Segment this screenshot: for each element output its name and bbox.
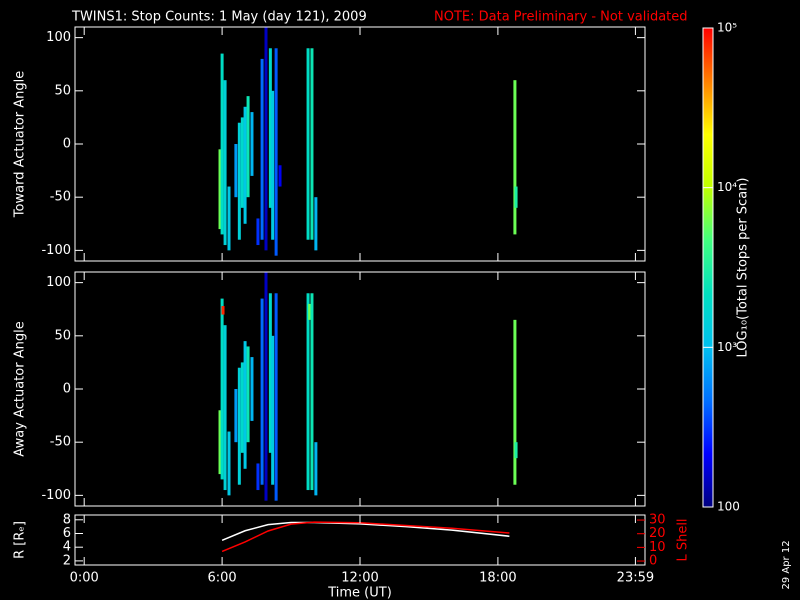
spectrogram-column	[237, 367, 241, 485]
y2-axis-label: L Shell	[676, 518, 691, 561]
y-axis-label: Toward Actuator Angle	[13, 71, 28, 218]
spectrogram-column	[256, 463, 260, 491]
spectrogram-column	[223, 80, 227, 246]
spectrogram-column	[218, 410, 222, 475]
spectrogram-column	[220, 298, 224, 480]
spectrogram-column	[314, 197, 318, 251]
spectrogram-column	[306, 48, 310, 240]
spectrogram-column	[268, 48, 272, 208]
spectrogram-column	[243, 341, 247, 469]
spectrogram-column	[221, 306, 225, 315]
y-tick-label: 100	[46, 30, 71, 45]
spectrogram-column	[271, 335, 275, 485]
date-stamp: 29 Apr 12	[781, 540, 792, 589]
x-tick-label: 23:59	[617, 571, 654, 586]
spectrogram-column	[513, 319, 517, 485]
spectrogram-column	[223, 325, 227, 491]
spectrogram-column	[240, 362, 244, 453]
y-axis-label: R [Rₑ]	[13, 521, 28, 559]
spectrogram-column	[514, 442, 518, 459]
colorbar-tick-label: 10⁵	[717, 21, 737, 35]
y-tick-label: 100	[46, 275, 71, 290]
y-tick-label: -50	[50, 190, 71, 205]
spectrogram-column	[237, 122, 241, 240]
colorbar-tick-label: 10⁴	[717, 180, 737, 194]
y-tick-label: -50	[50, 435, 71, 450]
spectrogram-column	[513, 80, 517, 235]
spectrogram-column	[250, 112, 254, 176]
spectrogram-column	[274, 293, 278, 501]
spectrogram-column	[514, 186, 518, 208]
spectrogram-column	[264, 272, 268, 501]
spectrogram-column	[271, 90, 275, 240]
colorbar-label: LOG₁₀(Total Stops per Scan)	[736, 178, 751, 358]
spectrogram-column	[260, 58, 264, 240]
data-line	[221, 521, 510, 553]
spectrogram-column	[218, 149, 222, 230]
y2-tick-label: 0	[649, 554, 657, 569]
spectrogram-column	[227, 186, 231, 251]
plot-frame	[74, 271, 646, 507]
x-tick-label: 18:00	[479, 571, 516, 586]
spectrogram-column	[234, 389, 238, 443]
y2-tick-label: 20	[649, 526, 666, 541]
spectrogram-column	[274, 48, 278, 256]
spectrogram-column	[246, 346, 250, 443]
y-tick-label: 50	[54, 328, 71, 343]
spectrogram-column	[220, 53, 224, 235]
spectrogram-column	[268, 293, 272, 453]
y-tick-label: 50	[54, 83, 71, 98]
y-tick-label: 4	[63, 540, 71, 555]
y-tick-label: -100	[41, 488, 71, 503]
spectrogram-column	[234, 144, 238, 198]
y-axis-label: Away Actuator Angle	[13, 321, 28, 456]
spectrogram-column	[278, 165, 282, 187]
spectrogram-column	[308, 303, 312, 320]
spectrogram-column	[246, 96, 250, 198]
y-tick-label: 8	[63, 512, 71, 527]
y-tick-label: 2	[63, 553, 71, 568]
spectrogram-column	[314, 442, 318, 496]
spectrogram-column	[260, 298, 264, 485]
spectrogram-column	[240, 117, 244, 208]
x-tick-label: 12:00	[341, 571, 378, 586]
y-tick-label: -100	[41, 243, 71, 258]
plot-frame	[74, 26, 646, 262]
note: NOTE: Data Preliminary - Not validated	[434, 10, 688, 25]
spectrogram-column	[306, 293, 310, 491]
spectrogram-column	[250, 357, 254, 421]
colorbar-tick-label: 100	[717, 500, 740, 514]
data-line	[221, 521, 510, 542]
spectrogram-column	[310, 293, 314, 491]
y-tick-label: 0	[63, 137, 71, 152]
x-tick-label: 6:00	[207, 571, 236, 586]
y-tick-label: 6	[63, 526, 71, 541]
chart-title: TWINS1: Stop Counts: 1 May (day 121), 20…	[71, 10, 367, 25]
colorbar	[702, 27, 714, 508]
spectrogram-column	[264, 27, 268, 251]
y-tick-label: 0	[63, 382, 71, 397]
x-tick-label: 0:00	[70, 571, 99, 586]
spectrogram-column	[243, 106, 247, 224]
spectrogram-column	[310, 48, 314, 240]
spectrogram-column	[256, 218, 260, 246]
x-axis-label: Time (UT)	[327, 586, 392, 600]
y2-tick-label: 10	[649, 540, 666, 555]
colorbar-tick-label: 10³	[717, 340, 737, 354]
spectrogram-column	[227, 431, 231, 496]
y2-tick-label: 30	[649, 513, 666, 528]
